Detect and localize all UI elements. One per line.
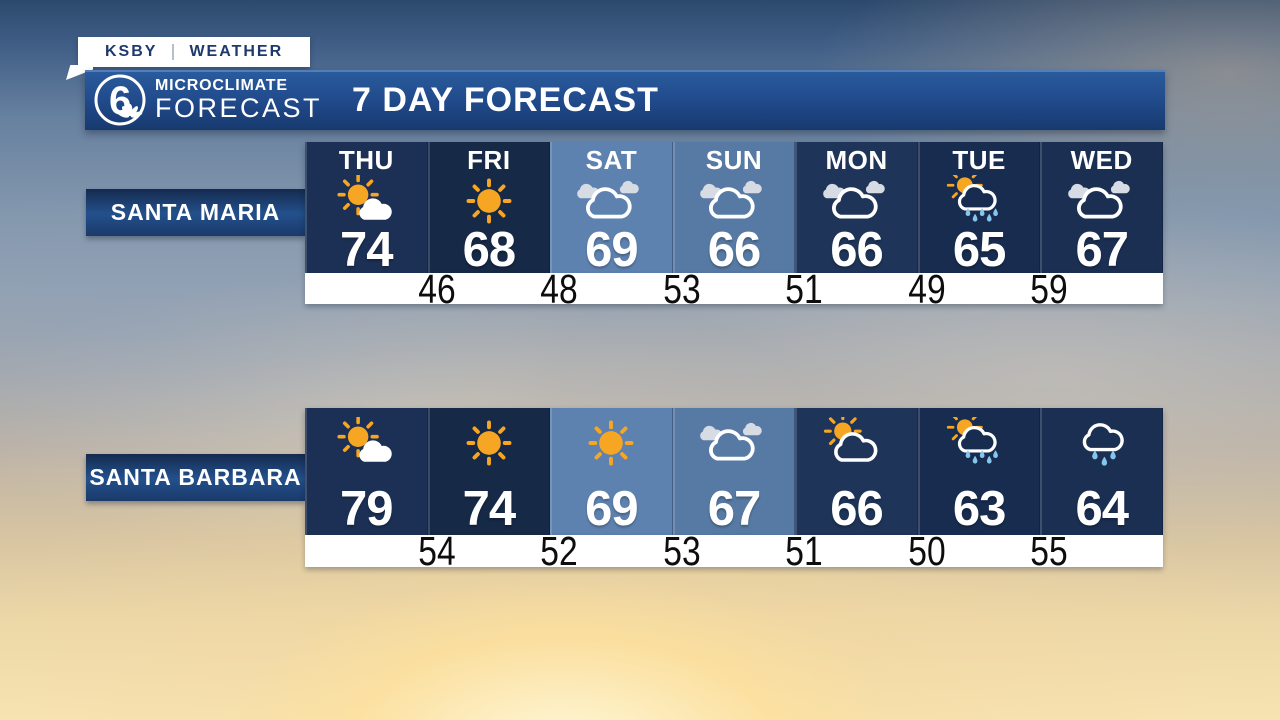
channel-6-peacock-logo-icon: 6 [92,72,148,128]
mostly-sunny-icon [328,417,404,469]
low-temp: 46 [417,266,456,312]
low-temp: 48 [540,266,578,312]
forecast-grid-santa-barbara: 79 74 69 67 66 63 64 [305,408,1163,535]
day-label: SAT [585,145,638,175]
sunny-icon [573,417,649,469]
forecast-grid-santa-maria: THU 74 FRI 68 SAT 69 SUN 66 MON 66 TUE 65 WED 67 [305,142,1163,277]
cloudy-icon [573,175,649,227]
day-label: SUN [705,145,763,175]
station-tag: KSBY WEATHER [78,37,311,67]
high-temp: 69 [585,482,639,536]
day-cell-mon: 66 [795,408,918,535]
location-label-santa-barbara: SANTA BARBARA [86,454,305,501]
day-cell-thu: THU 74 [305,142,428,276]
day-cell-sat: SAT 69 [550,142,673,276]
sunny-icon [451,175,527,227]
section-name: WEATHER [189,43,284,60]
high-temp: 65 [952,223,1007,277]
high-temp: 79 [340,482,394,536]
banner-title: 7 DAY FORECAST [352,80,659,119]
day-label: THU [338,145,394,175]
station-name: KSBY [105,43,158,60]
low-temp: 51 [785,266,823,312]
day-label: FRI [467,145,511,175]
rain-sun-icon [941,417,1017,469]
high-temp: 74 [340,223,394,277]
high-temp: 66 [830,482,884,536]
low-temp: 53 [663,266,701,312]
high-temp: 69 [585,223,639,277]
low-temp: 55 [1030,528,1069,574]
high-temp: 67 [707,482,762,536]
title-banner: 6 MICROCLIMATE FORECAST 7 DAY FORECAST [85,70,1165,130]
rain-icon [1064,417,1140,469]
low-temp: 53 [663,528,701,574]
day-cell-sat: 69 [550,408,673,535]
day-cell-sun: 67 [672,408,796,536]
day-cell-fri: 74 [427,408,551,536]
day-cell-tue: 63 [917,408,1041,536]
lows-strip-santa-maria: 46 48 53 51 49 59 [305,269,1163,310]
high-temp: 63 [952,482,1007,536]
day-cell-thu: 79 [305,408,428,535]
cloudy-icon [696,175,772,227]
low-temp: 52 [540,528,578,574]
mostly-sunny-icon [328,175,404,227]
logo-line-1: MICROCLIMATE [155,77,288,94]
high-temp: 74 [462,482,517,536]
low-temp: 50 [908,528,946,574]
logo-line-2: FORECAST [155,93,323,123]
day-cell-wed: WED 67 [1040,142,1163,276]
low-temp: 51 [785,528,823,574]
day-cell-tue: TUE 65 [917,142,1041,277]
cloudy-icon [696,417,772,469]
high-temp: 64 [1075,482,1129,536]
peacock-fan-icon [117,104,143,118]
day-label: MON [825,145,888,175]
low-temp: 49 [908,266,946,312]
microclimate-forecast-logo: MICROCLIMATE FORECAST [155,78,322,122]
day-cell-wed: 64 [1040,408,1163,535]
day-cell-sun: SUN 66 [672,142,796,277]
day-cell-mon: MON 66 [795,142,918,276]
low-temp: 54 [417,528,456,574]
low-temp: 59 [1030,266,1069,312]
lows-strip-santa-barbara: 54 52 53 51 50 55 [305,528,1163,574]
cloudy-icon [819,175,895,227]
day-cell-fri: FRI 68 [427,142,551,277]
location-label-santa-maria: SANTA MARIA [86,189,305,236]
cloudy-icon [1064,175,1140,227]
high-temp: 66 [830,223,884,277]
tag-divider [172,44,175,60]
day-label: WED [1070,145,1133,175]
high-temp: 67 [1075,223,1129,277]
sunny-icon [451,417,527,469]
high-temp: 66 [707,223,762,277]
high-temp: 68 [462,223,517,277]
day-label: TUE [952,145,1006,175]
rain-sun-icon [941,175,1017,227]
partly-sunny-icon [819,417,895,469]
